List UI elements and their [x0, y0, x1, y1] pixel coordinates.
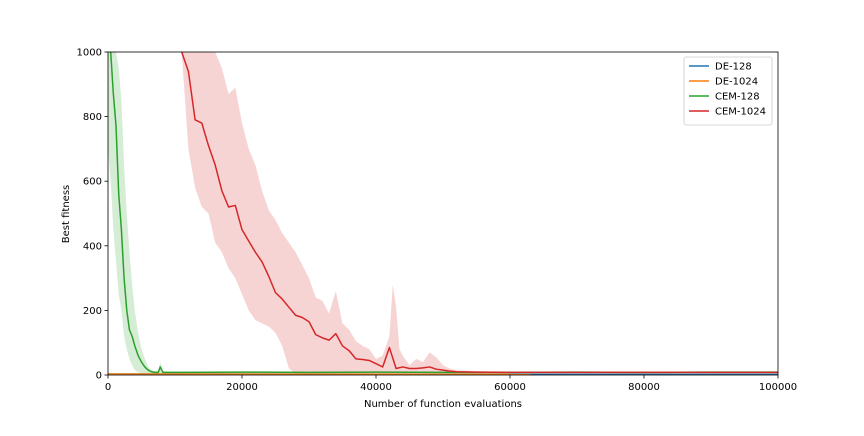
y-tick-label: 200 [83, 306, 102, 317]
y-axis-label: Best fitness [61, 185, 72, 243]
legend: DE-128 DE-1024 CEM-128 CEM-1024 [684, 57, 772, 125]
x-axis-label: Number of function evaluations [364, 399, 522, 410]
legend-label-de-128: DE-128 [715, 62, 752, 73]
x-tick-label: 100000 [759, 382, 797, 393]
y-tick-label: 600 [83, 177, 102, 188]
legend-label-cem-128: CEM-128 [715, 92, 760, 103]
y-tick-label: 400 [83, 241, 102, 252]
legend-label-de-1024: DE-1024 [715, 77, 758, 88]
y-tick-label: 1000 [77, 48, 102, 59]
x-tick-label: 60000 [494, 382, 526, 393]
y-tick-label: 0 [96, 371, 102, 382]
x-tick-label: 20000 [226, 382, 258, 393]
y-tick-label: 800 [83, 112, 102, 123]
x-tick-label: 80000 [628, 382, 660, 393]
x-tick-label: 0 [105, 382, 111, 393]
x-tick-label: 40000 [360, 382, 392, 393]
legend-label-cem-1024: CEM-1024 [715, 107, 766, 118]
band-cem-1024 [127, 52, 778, 373]
